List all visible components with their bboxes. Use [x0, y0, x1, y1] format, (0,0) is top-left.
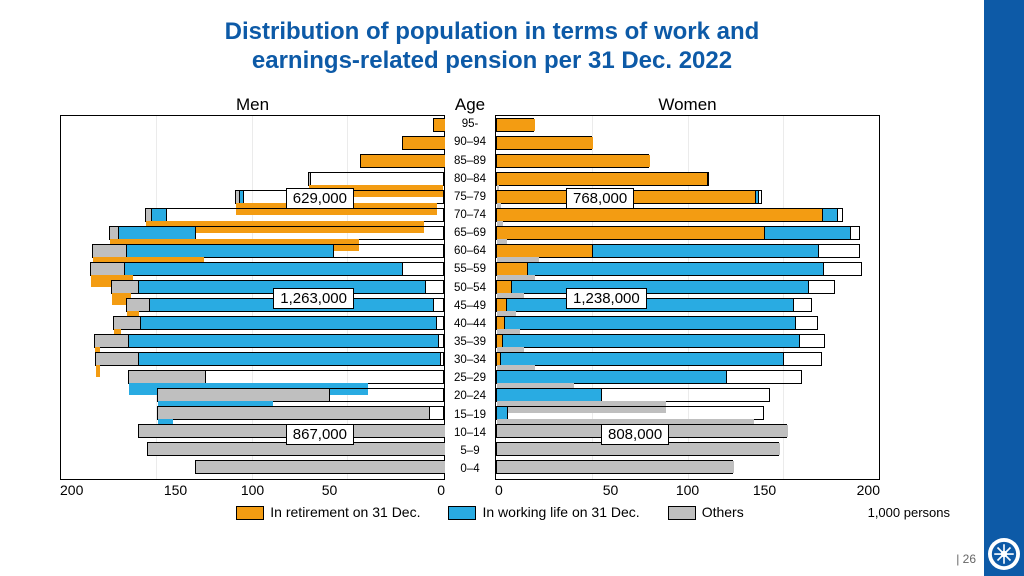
- pyramid-bar: [157, 406, 444, 420]
- pyramid-bar: [496, 352, 822, 366]
- age-label: 55–59: [445, 264, 495, 276]
- pyramid-bar: [496, 388, 770, 402]
- age-label: 65–69: [445, 228, 495, 240]
- pyramid-bar: [195, 460, 444, 474]
- pyramid-bar: [496, 334, 825, 348]
- men-panel: 629,000 1,263,000 867,000: [60, 115, 445, 480]
- age-label: 0–4: [445, 464, 495, 476]
- age-label: 40–44: [445, 319, 495, 331]
- age-label: 75–79: [445, 192, 495, 204]
- legend-working: In working life on 31 Dec.: [448, 504, 639, 520]
- age-label: 30–34: [445, 355, 495, 367]
- x-axis-label: 1,000 persons: [868, 505, 950, 520]
- legend-retired: In retirement on 31 Dec.: [236, 504, 420, 520]
- pyramid-bar: [496, 316, 818, 330]
- right-band: [984, 0, 1024, 576]
- page-number: | 26: [956, 552, 976, 566]
- pyramid-bar: [95, 352, 444, 366]
- pyramid-bar: [360, 154, 444, 168]
- age-axis: 95- 90–94 85–89 80–84 75–79 70–74 65–69 60–64 55…: [445, 115, 495, 480]
- age-label: 45–49: [445, 301, 495, 313]
- annot-women-others: 808,000: [601, 424, 669, 445]
- age-label: 20–24: [445, 391, 495, 403]
- women-panel: 768,000 1,238,000 808,000: [495, 115, 880, 480]
- pyramid-bar: [496, 370, 802, 384]
- age-label: 90–94: [445, 137, 495, 149]
- pyramid-bar: [157, 388, 444, 402]
- pyramid-bar: [496, 244, 860, 258]
- annot-women-working: 1,238,000: [566, 288, 647, 309]
- x-axis: 200150100500 050100150200: [60, 482, 920, 498]
- pyramid-bar: [433, 118, 444, 132]
- pyramid-bar: [496, 154, 649, 168]
- pyramid-bar: [496, 406, 764, 420]
- annot-men-working: 1,263,000: [273, 288, 354, 309]
- annot-women-retired: 768,000: [566, 188, 634, 209]
- age-label: 25–29: [445, 373, 495, 385]
- pyramid-bar: [109, 226, 444, 240]
- pyramid-bar: [496, 136, 592, 150]
- age-label: 35–39: [445, 337, 495, 349]
- annot-men-retired: 629,000: [286, 188, 354, 209]
- header-women: Women: [495, 95, 880, 115]
- chart-title: Distribution of population in terms of w…: [0, 0, 1024, 82]
- pyramid-bar: [496, 460, 733, 474]
- pyramid-bar: [402, 136, 444, 150]
- age-label: 80–84: [445, 174, 495, 186]
- pyramid-bar: [496, 118, 534, 132]
- pyramid-bar: [496, 172, 709, 186]
- pyramid-bar: [92, 244, 444, 258]
- annot-men-others: 867,000: [286, 424, 354, 445]
- pyramid-bar: [145, 208, 444, 222]
- age-label: 10–14: [445, 428, 495, 440]
- age-label: 50–54: [445, 283, 495, 295]
- pyramid-bar: [496, 226, 860, 240]
- pyramid-bar: [113, 316, 444, 330]
- header-age: Age: [445, 95, 495, 115]
- age-label: 5–9: [445, 446, 495, 458]
- pyramid-bar: [90, 262, 444, 276]
- age-label: 85–89: [445, 156, 495, 168]
- legend: In retirement on 31 Dec. In working life…: [60, 504, 920, 520]
- legend-others: Others: [668, 504, 744, 520]
- population-pyramid-chart: Men Age Women 629,000 1,263,000 867,000 …: [60, 95, 920, 515]
- age-label: 15–19: [445, 410, 495, 422]
- pyramid-bar: [496, 262, 862, 276]
- pyramid-bar: [308, 172, 444, 186]
- pyramid-bar: [128, 370, 444, 384]
- age-label: 60–64: [445, 246, 495, 258]
- pyramid-bar: [496, 280, 835, 294]
- age-label: 95-: [445, 119, 495, 131]
- header-men: Men: [60, 95, 445, 115]
- logo-icon: [988, 538, 1020, 570]
- pyramid-bar: [496, 208, 843, 222]
- pyramid-bar: [496, 298, 812, 312]
- pyramid-bar: [94, 334, 444, 348]
- age-label: 70–74: [445, 210, 495, 222]
